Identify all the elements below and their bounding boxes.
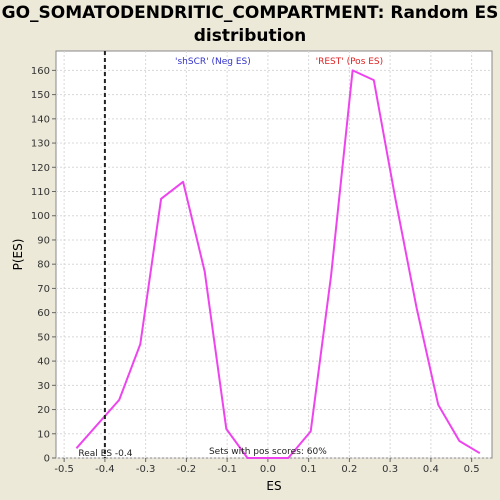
y-tick-label: 60 (37, 308, 50, 319)
plot-area (55, 50, 493, 459)
x-tick-label: -0.4 (95, 464, 115, 475)
x-tick-label: -0.5 (54, 464, 74, 475)
chart-title: GO_SOMATODENDRITIC_COMPARTMENT: Random E… (1, 3, 499, 46)
y-tick-label: 120 (31, 163, 50, 174)
annotations: 'shSCR' (Neg ES) 'REST' (Pos ES) Real ES -… (78, 51, 383, 459)
y-tick-label: 70 (37, 284, 50, 295)
x-tick-label: 0.0 (260, 464, 276, 475)
y-tick-label: 140 (31, 114, 50, 125)
y-tick-label: 0 (44, 454, 50, 465)
y-tick-label: 160 (31, 66, 50, 77)
y-tick-label: 150 (31, 90, 50, 101)
grid-lines (56, 51, 492, 459)
y-tick-label: 100 (31, 211, 50, 222)
axis-ticks: 0 10 20 30 40 50 60 70 80 90 100 110 120 130 140 150 160… (31, 66, 480, 475)
x-axis-label: ES (266, 479, 281, 493)
es-distribution-line (75, 69, 481, 459)
y-tick-label: 10 (37, 429, 50, 440)
x-tick-label: 0.5 (464, 464, 480, 475)
y-tick-label: 20 (37, 405, 50, 416)
y-tick-label: 110 (31, 187, 50, 198)
neg-es-label: 'shSCR' (Neg ES) (175, 57, 251, 67)
x-tick-label: 0.3 (382, 464, 398, 475)
x-tick-label: -0.1 (217, 464, 237, 475)
y-axis-label: P(ES) (11, 239, 25, 271)
x-tick-label: 0.4 (423, 464, 439, 475)
y-tick-label: 40 (37, 357, 50, 368)
pos-scores-label: Sets with pos scores: 60% (209, 447, 327, 457)
y-tick-label: 130 (31, 139, 50, 150)
real-es-label: Real ES -0.4 (78, 449, 132, 459)
y-tick-label: 30 (37, 381, 50, 392)
y-tick-label: 90 (37, 235, 50, 246)
y-tick-label: 80 (37, 260, 50, 271)
x-tick-label: -0.2 (177, 464, 197, 475)
y-tick-label: 50 (37, 332, 50, 343)
x-tick-label: -0.3 (136, 464, 156, 475)
x-tick-label: 0.2 (341, 464, 357, 475)
pos-es-label: 'REST' (Pos ES) (316, 57, 384, 67)
x-tick-label: 0.1 (301, 464, 317, 475)
series-group (75, 69, 481, 459)
